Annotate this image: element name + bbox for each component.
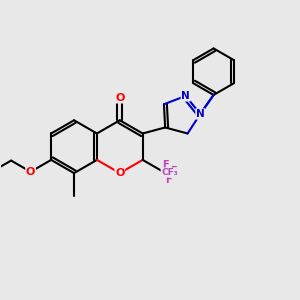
Text: F: F [166,176,172,185]
Text: O: O [115,93,124,103]
Text: O: O [115,168,124,178]
Text: O: O [26,167,35,177]
Text: F: F [162,160,169,170]
Text: F: F [170,167,177,176]
Text: N: N [196,109,205,119]
Text: CF₃: CF₃ [161,168,178,177]
Text: N: N [181,91,190,101]
